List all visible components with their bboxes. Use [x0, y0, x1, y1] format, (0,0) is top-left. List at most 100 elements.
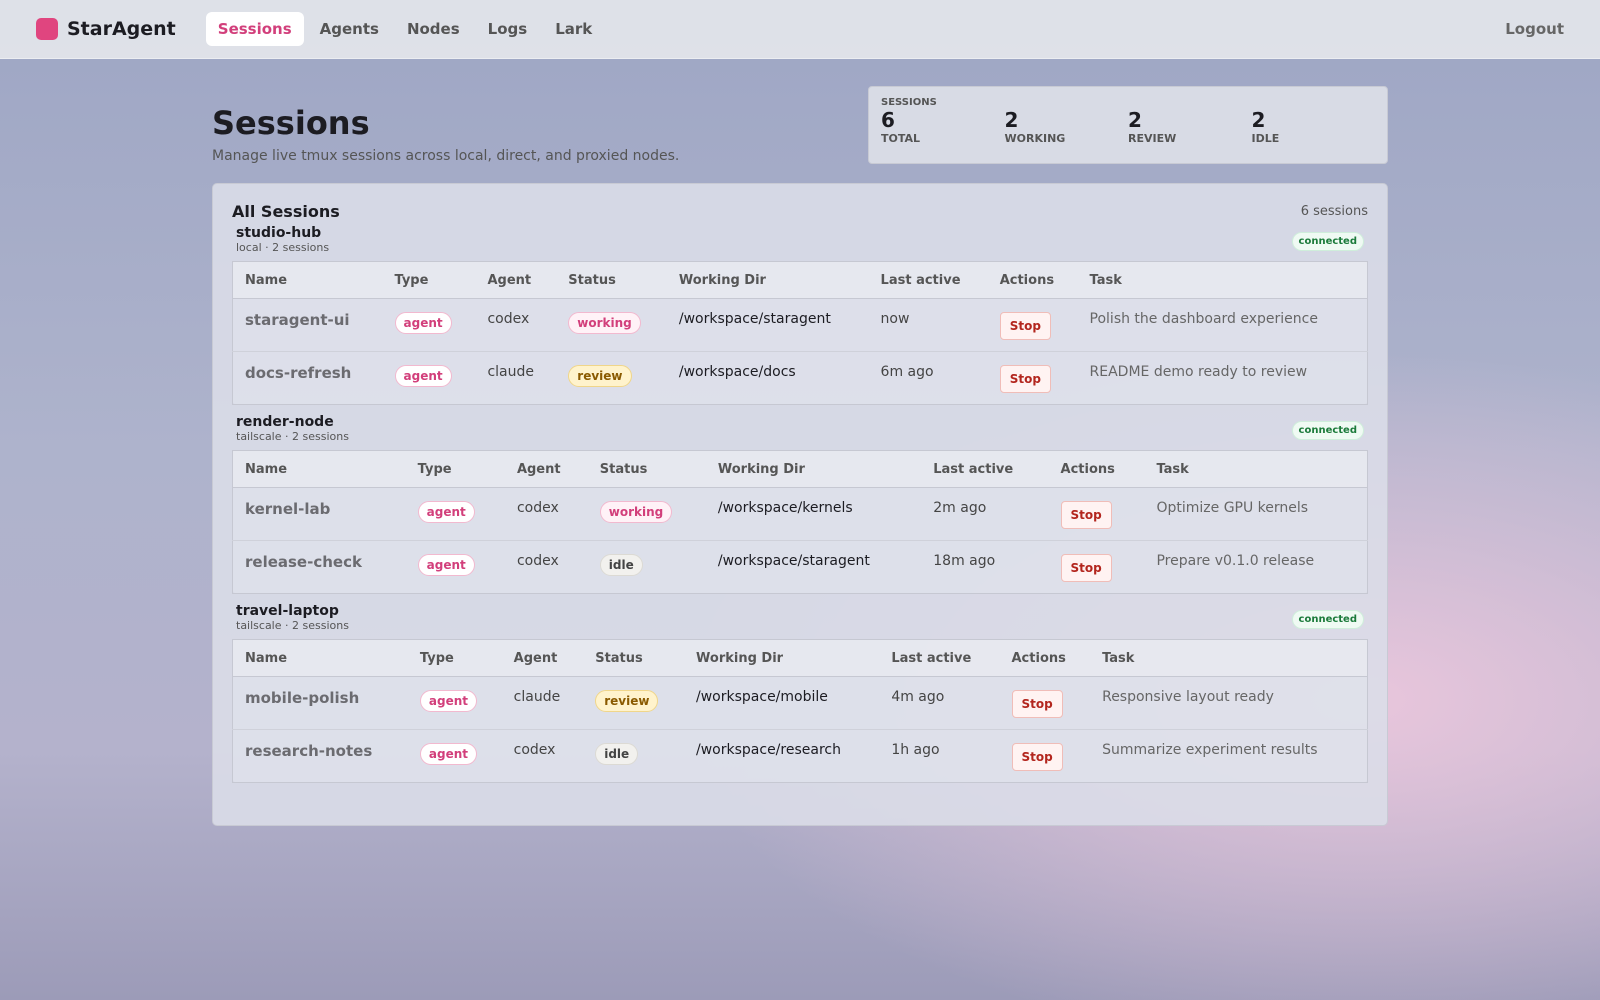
- cell: Stop: [999, 676, 1091, 730]
- status-badge: idle: [599, 554, 643, 576]
- cell: idle: [583, 729, 685, 783]
- stat-value: 2: [1251, 108, 1266, 132]
- cell: agent: [407, 729, 502, 783]
- node-header: travel-laptop tailscale · 2 sessions conne…: [232, 603, 1368, 632]
- summary-stats: 6 TOTAL 2 WORKING 2 REVIEW 2 IDLE: [881, 108, 1375, 145]
- column-header: Agent: [504, 450, 588, 488]
- cell: 4m ago: [879, 676, 1000, 730]
- cell: README demo ready to review: [1077, 351, 1368, 405]
- type-badge: agent: [419, 743, 478, 765]
- cell: review: [556, 351, 667, 405]
- nav-link[interactable]: Nodes: [406, 20, 460, 38]
- cell: /workspace/mobile: [684, 676, 880, 730]
- cell: working: [556, 298, 667, 352]
- node-info: travel-laptop tailscale · 2 sessions: [236, 603, 349, 632]
- column-header: Name: [232, 261, 383, 299]
- column-header: Status: [556, 261, 667, 299]
- stat-label: TOTAL: [881, 132, 921, 145]
- stop-button[interactable]: Stop: [999, 365, 1051, 393]
- column-header: Status: [587, 450, 706, 488]
- session-row: mobile-polish agent claude review/workspace…: [232, 676, 1368, 730]
- cell: docs-refresh: [232, 351, 383, 405]
- column-header: Status: [583, 639, 685, 677]
- node-meta: tailscale · 2 sessions: [236, 619, 349, 632]
- cell: 2m ago: [921, 487, 1049, 541]
- stop-button[interactable]: Stop: [1011, 743, 1063, 771]
- cell: 1h ago: [879, 729, 1000, 783]
- node-status: connected: [1291, 421, 1364, 440]
- node-meta: tailscale · 2 sessions: [236, 430, 349, 443]
- stop-button[interactable]: Stop: [1060, 501, 1112, 529]
- column-header: Last active: [921, 450, 1049, 488]
- cell: agent: [405, 540, 505, 594]
- column-header: Working Dir: [705, 450, 922, 488]
- sessions-table: Name Type Agent Status Working Dir Last activ…: [232, 450, 1368, 594]
- column-header: Task: [1077, 261, 1368, 299]
- status-badge: review: [595, 690, 659, 712]
- session-row: research-notes agent codex idle/workspace/r…: [232, 729, 1368, 783]
- cell: now: [868, 298, 988, 352]
- cell: kernel-lab: [232, 487, 406, 541]
- node-info: render-node tailscale · 2 sessions: [236, 414, 349, 443]
- node-meta: local · 2 sessions: [236, 241, 330, 254]
- cell: agent: [407, 676, 502, 730]
- stat-value: 6: [881, 108, 895, 132]
- cell: claude: [501, 676, 584, 730]
- column-header: Agent: [501, 639, 584, 677]
- sessions-table: Name Type Agent Status Working Dir Last activ…: [232, 261, 1368, 405]
- cell: idle: [587, 540, 706, 594]
- cell: claude: [475, 351, 557, 405]
- type-badge: agent: [417, 554, 475, 576]
- cell: codex: [501, 729, 584, 783]
- page-subtitle: Manage live tmux sessions across local, …: [212, 148, 680, 164]
- node-name: render-node: [236, 414, 334, 430]
- cell: Prepare v0.1.0 release: [1144, 540, 1368, 594]
- stop-button[interactable]: Stop: [999, 312, 1051, 340]
- cell: working: [587, 487, 706, 541]
- column-header: Actions: [987, 261, 1078, 299]
- node-header: studio-hub local · 2 sessions connected: [232, 225, 1368, 254]
- stop-button[interactable]: Stop: [1011, 690, 1063, 718]
- node-name: studio-hub: [236, 225, 322, 241]
- node-info: studio-hub local · 2 sessions: [236, 225, 329, 254]
- column-header: Last active: [879, 639, 1000, 677]
- cell: 18m ago: [921, 540, 1049, 594]
- cell: Stop: [1048, 487, 1145, 541]
- cell: codex: [504, 487, 588, 541]
- panel-count: 6 sessions: [1300, 204, 1368, 219]
- stat: 2 IDLE: [1252, 108, 1376, 145]
- status-badge: working: [599, 501, 673, 523]
- type-badge: agent: [417, 501, 475, 523]
- column-header: Task: [1144, 450, 1368, 488]
- cell: agent: [382, 351, 476, 405]
- column-header: Working Dir: [666, 261, 869, 299]
- column-header: Actions: [1048, 450, 1145, 488]
- type-badge: agent: [394, 312, 452, 334]
- nav-link[interactable]: Sessions: [205, 12, 304, 46]
- cell: Stop: [999, 729, 1091, 783]
- cell: Stop: [987, 298, 1078, 352]
- stat: 2 WORKING: [1005, 108, 1129, 145]
- cell: Summarize experiment results: [1090, 729, 1368, 783]
- column-header: Name: [232, 450, 406, 488]
- column-header: Type: [407, 639, 502, 677]
- stop-button[interactable]: Stop: [1060, 554, 1112, 582]
- column-header: Last active: [868, 261, 988, 299]
- cell: Polish the dashboard experience: [1077, 298, 1368, 352]
- nav-link[interactable]: Agents: [319, 20, 379, 38]
- nav-link[interactable]: Lark: [555, 20, 593, 38]
- stat-value: 2: [1128, 108, 1142, 132]
- cell: Optimize GPU kernels: [1144, 487, 1368, 541]
- cell: codex: [504, 540, 588, 594]
- session-row: release-check agent codex idle/workspace/st…: [232, 540, 1368, 594]
- column-header: Name: [232, 639, 408, 677]
- cell: release-check: [232, 540, 406, 594]
- cell: /workspace/kernels: [705, 487, 922, 541]
- nav-link[interactable]: Logs: [487, 20, 528, 38]
- cell: codex: [475, 298, 557, 352]
- panel-title: All Sessions: [232, 202, 340, 221]
- logout-button[interactable]: Logout: [1505, 20, 1564, 38]
- cell: /workspace/docs: [666, 351, 869, 405]
